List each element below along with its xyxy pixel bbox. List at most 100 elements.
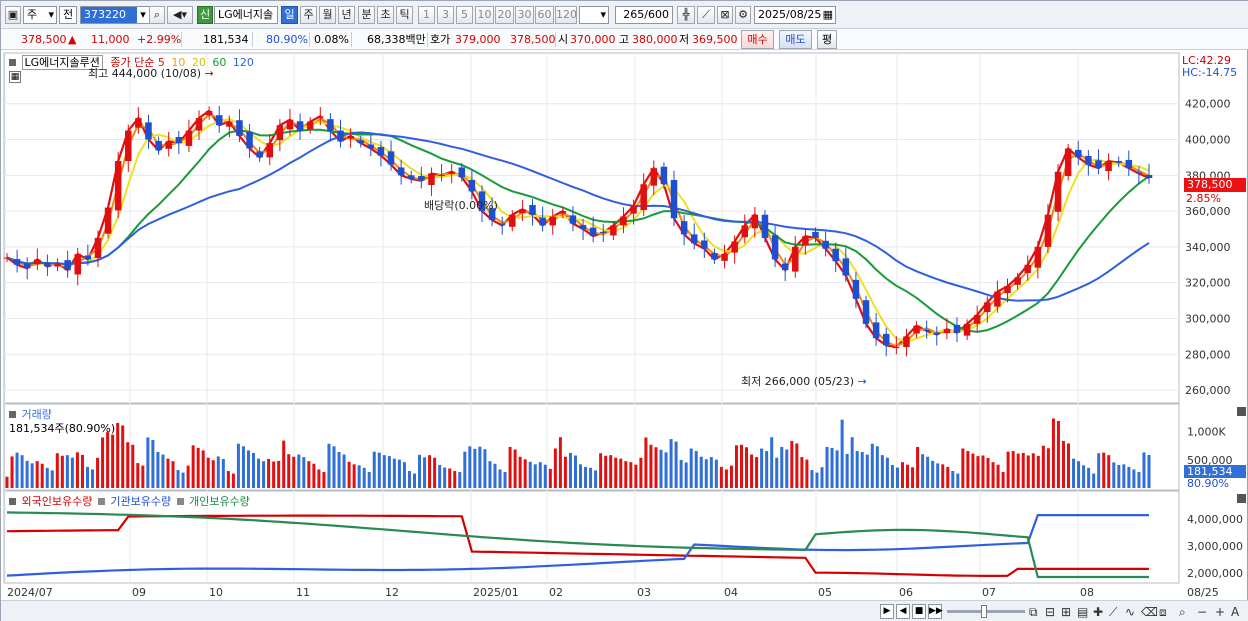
volume-bar — [911, 467, 915, 488]
close-pane-icon[interactable] — [1237, 407, 1246, 416]
stock-code-input[interactable]: 373220 ▾ — [80, 6, 150, 24]
custom-period-select[interactable]: ▾ — [579, 6, 609, 24]
institution-holding-label[interactable]: 기관보유수량 — [110, 495, 172, 508]
search-icon[interactable]: ⌕ — [149, 6, 165, 24]
sell-button[interactable]: 매도 — [779, 30, 812, 49]
candle-body — [317, 116, 324, 118]
volume-bar — [1026, 455, 1030, 488]
minute-option-120[interactable]: 120 — [555, 6, 577, 24]
candle-body — [377, 147, 385, 156]
zoom-slider-handle[interactable] — [981, 605, 987, 618]
calendar-icon[interactable]: ▦ — [822, 8, 833, 21]
candle-body — [802, 236, 809, 246]
draw-line-icon[interactable]: ⟋ — [697, 6, 715, 24]
chart-canvas[interactable]: 420,000400,000380,000360,000340,000320,0… — [1, 51, 1248, 600]
volume-bar — [951, 471, 955, 488]
candle-body — [872, 322, 880, 339]
volume-bar — [916, 446, 920, 488]
candle-body — [397, 167, 405, 176]
volume-bar — [25, 460, 29, 488]
candle-body — [114, 161, 122, 211]
window-icon[interactable]: ▣ — [5, 6, 21, 24]
candle-body — [448, 171, 455, 174]
volume-bar — [101, 437, 105, 488]
volume-bar — [971, 453, 975, 488]
volume-bar — [528, 461, 532, 488]
play-icon[interactable]: ◀ — [896, 604, 910, 619]
tab-week[interactable]: 주 — [300, 6, 317, 24]
chart-type-icon[interactable]: ╬ — [677, 6, 695, 24]
volume-ratio: 80.90% — [266, 33, 308, 46]
tab-minute[interactable]: 분 — [358, 6, 375, 24]
copy-icon[interactable]: ⧉ — [1029, 605, 1038, 619]
date-input[interactable]: 2025/08/25 ▦ — [754, 6, 836, 24]
stock-title[interactable]: LG에너지솔루션 — [21, 55, 103, 70]
volume-bar — [382, 455, 386, 488]
volume-bar — [412, 473, 417, 488]
foreign-holding-label[interactable]: 외국인보유수량 — [21, 495, 93, 508]
candle-body — [94, 237, 102, 258]
candle-body — [953, 324, 961, 333]
volume-bar — [1031, 453, 1035, 488]
x-axis: 2024/07 09 10 11 12 2025/01 02 03 04 05 06 07 08 08/2… — [7, 586, 1219, 599]
font-size-icon[interactable]: A — [1231, 605, 1240, 619]
minute-option-1[interactable]: 1 — [418, 6, 435, 24]
window-split-icon[interactable]: ⊞ — [1061, 605, 1072, 619]
volume-bar — [156, 451, 160, 488]
eval-button[interactable]: 평 — [817, 30, 837, 49]
volume-bar — [70, 457, 74, 488]
period-type-select[interactable]: 주 ▾ — [23, 6, 57, 24]
volume-bar — [604, 455, 608, 488]
bar-count-input[interactable]: 265/600 — [615, 6, 673, 24]
link-icon[interactable]: ⊠ — [717, 6, 733, 24]
tab-second[interactable]: 초 — [377, 6, 394, 24]
tab-day[interactable]: 일 — [281, 6, 298, 24]
zoom-out-icon[interactable]: − — [1197, 605, 1208, 619]
minute-option-20[interactable]: 20 — [495, 6, 514, 24]
minute-option-5[interactable]: 5 — [456, 6, 473, 24]
volume-bar — [80, 454, 84, 488]
candle-body — [579, 225, 587, 229]
scroll-left-icon[interactable]: ▶ — [880, 604, 894, 619]
window-split-icon[interactable]: ⊟ — [1045, 605, 1056, 619]
crosshair-icon[interactable]: ✚ — [1093, 605, 1104, 619]
volume-bar — [131, 444, 135, 488]
gear-icon[interactable]: ⚙ — [735, 6, 751, 24]
buy-button[interactable]: 매수 — [741, 30, 774, 49]
volume-title[interactable]: 거래량 — [21, 408, 52, 421]
tab-month[interactable]: 월 — [319, 6, 336, 24]
minute-option-60[interactable]: 60 — [535, 6, 554, 24]
zoom-in-icon[interactable]: + — [1215, 605, 1226, 619]
stop-icon[interactable]: ■ — [912, 604, 926, 619]
layout-icon[interactable]: ▤ — [1077, 605, 1089, 619]
candle-body — [296, 121, 304, 131]
wave-icon[interactable]: ∿ — [1125, 605, 1136, 619]
volume-bar — [372, 451, 376, 488]
volume-bar — [246, 450, 250, 488]
bookmark-icon[interactable]: ⧈ — [1159, 605, 1167, 619]
stock-chart[interactable]: 420,000 400,000 380,000 360,000 340,000 320,0… — [1, 51, 1248, 621]
volume-bar — [614, 457, 618, 488]
candle-body — [1135, 172, 1143, 174]
erase-icon[interactable]: ⌫ — [1141, 605, 1158, 619]
candle-body — [731, 241, 738, 253]
fast-forward-icon[interactable]: ▶▶ — [928, 604, 943, 619]
volume-bar — [146, 437, 150, 488]
tab-tick[interactable]: 틱 — [396, 6, 413, 24]
close-pane-icon[interactable] — [1237, 494, 1246, 503]
speaker-icon[interactable]: ◀▾ — [167, 6, 193, 24]
minute-option-30[interactable]: 30 — [515, 6, 534, 24]
volume-bar — [991, 462, 995, 488]
minute-option-10[interactable]: 10 — [475, 6, 494, 24]
individual-holding-label[interactable]: 개인보유수량 — [189, 495, 250, 508]
tab-year[interactable]: 년 — [338, 6, 355, 24]
volume-bar — [830, 447, 834, 488]
zoom-icon[interactable]: ⌕ — [1179, 605, 1186, 619]
volume-bar — [890, 464, 894, 488]
table-icon[interactable]: ▦ — [9, 71, 21, 83]
candle-body — [529, 205, 536, 215]
minute-option-3[interactable]: 3 — [437, 6, 454, 24]
trend-icon[interactable]: ⟋ — [1109, 605, 1118, 619]
ma-label[interactable]: 종가 단순 — [110, 56, 155, 69]
prev-button[interactable]: 전 — [59, 6, 77, 24]
